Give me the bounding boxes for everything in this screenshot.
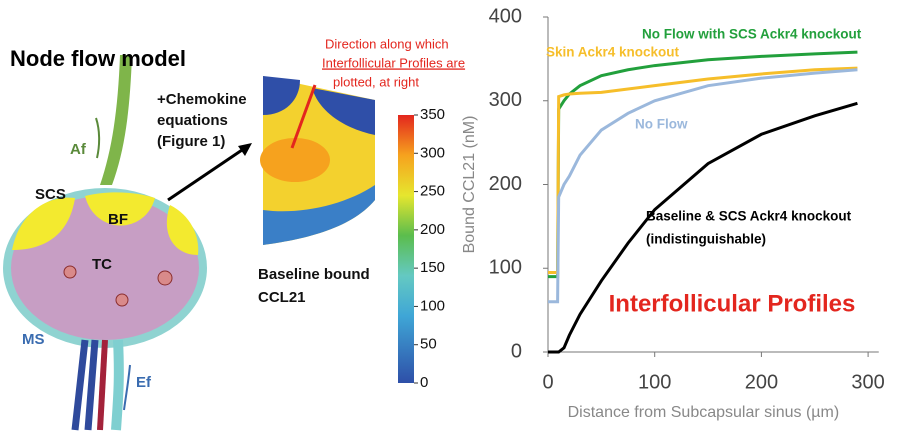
colorbar-tick-label: 300: [420, 144, 445, 161]
direction-note: Direction along which: [325, 36, 449, 51]
x-axis-label: Distance from Subcapsular sinus (µm): [568, 404, 840, 421]
y-tick-label: 400: [489, 5, 522, 27]
label: MS: [22, 331, 45, 348]
equations: (Figure 1): [157, 133, 225, 150]
section-zone: [260, 138, 330, 182]
equations: equations: [157, 112, 228, 129]
caption: CCL21: [258, 289, 306, 306]
x-tick-label: 200: [745, 371, 778, 393]
arrow: [95, 117, 101, 159]
y-axis-label: Bound CCL21 (nM): [461, 116, 478, 254]
label: BF: [108, 211, 128, 228]
colorbar-tick-label: 0: [420, 374, 428, 391]
arrowhead: [238, 143, 252, 156]
direction-arrow: [290, 84, 317, 149]
afferent-vessel: [100, 55, 132, 185]
section-zone: [263, 76, 300, 115]
colorbar-tick-label: 200: [420, 221, 445, 238]
series-line: [548, 68, 858, 304]
diagram-texts: Node flow model Af SCS BF TC MS Ef +Chem…: [10, 36, 465, 391]
follicle: [166, 205, 199, 255]
caption: Baseline bound: [258, 266, 370, 283]
follicle: [85, 192, 155, 226]
x-tick-label: 300: [851, 371, 884, 393]
label: Af: [70, 141, 87, 158]
y-tick-label: 300: [489, 89, 522, 111]
section-zone: [263, 185, 375, 245]
node-diagram: [3, 55, 414, 431]
direction-note: plotted, at right: [333, 74, 419, 89]
y-tick-label: 0: [511, 340, 522, 362]
colorbar: [398, 115, 414, 383]
hev: [115, 293, 129, 307]
arrow: [167, 146, 246, 202]
colorbar-tick-label: 150: [420, 259, 445, 276]
series-line: [548, 101, 858, 354]
y-tick-label: 200: [489, 173, 522, 195]
series-label: No Flow: [635, 117, 688, 132]
label: Ef: [136, 374, 152, 391]
arrow: [123, 364, 131, 411]
series-label: Baseline & SCS Ackr4 knockout: [646, 209, 852, 224]
colorbar-tick-label: 250: [420, 183, 445, 200]
label: SCS: [35, 186, 66, 203]
colorbar-tick-label: 50: [420, 336, 437, 353]
annotation: (indistinguishable): [646, 232, 766, 247]
diagram-title: Node flow model: [10, 46, 186, 71]
series-label: Skin Ackr4 knockout: [546, 45, 680, 60]
artery: [97, 339, 108, 431]
series-line: [548, 66, 858, 274]
hev: [157, 270, 173, 286]
y-tick-label: 100: [489, 257, 522, 279]
section-zone: [312, 88, 375, 135]
follicle: [12, 197, 75, 250]
label: TC: [92, 256, 112, 273]
chart-title: Interfollicular Profiles: [609, 290, 856, 317]
colorbar-tick-label: 100: [420, 297, 445, 314]
colorbar-tick-label: 350: [420, 106, 445, 123]
vein: [71, 339, 99, 431]
series-label: No Flow with SCS Ackr4 knockout: [642, 27, 862, 42]
x-tick-label: 0: [542, 371, 553, 393]
efferent-vessel: [111, 339, 124, 431]
equations: +Chemokine: [157, 91, 247, 108]
x-tick-label: 100: [638, 371, 671, 393]
direction-note: Interfollicular Profiles are: [322, 55, 465, 70]
hev: [63, 265, 77, 279]
